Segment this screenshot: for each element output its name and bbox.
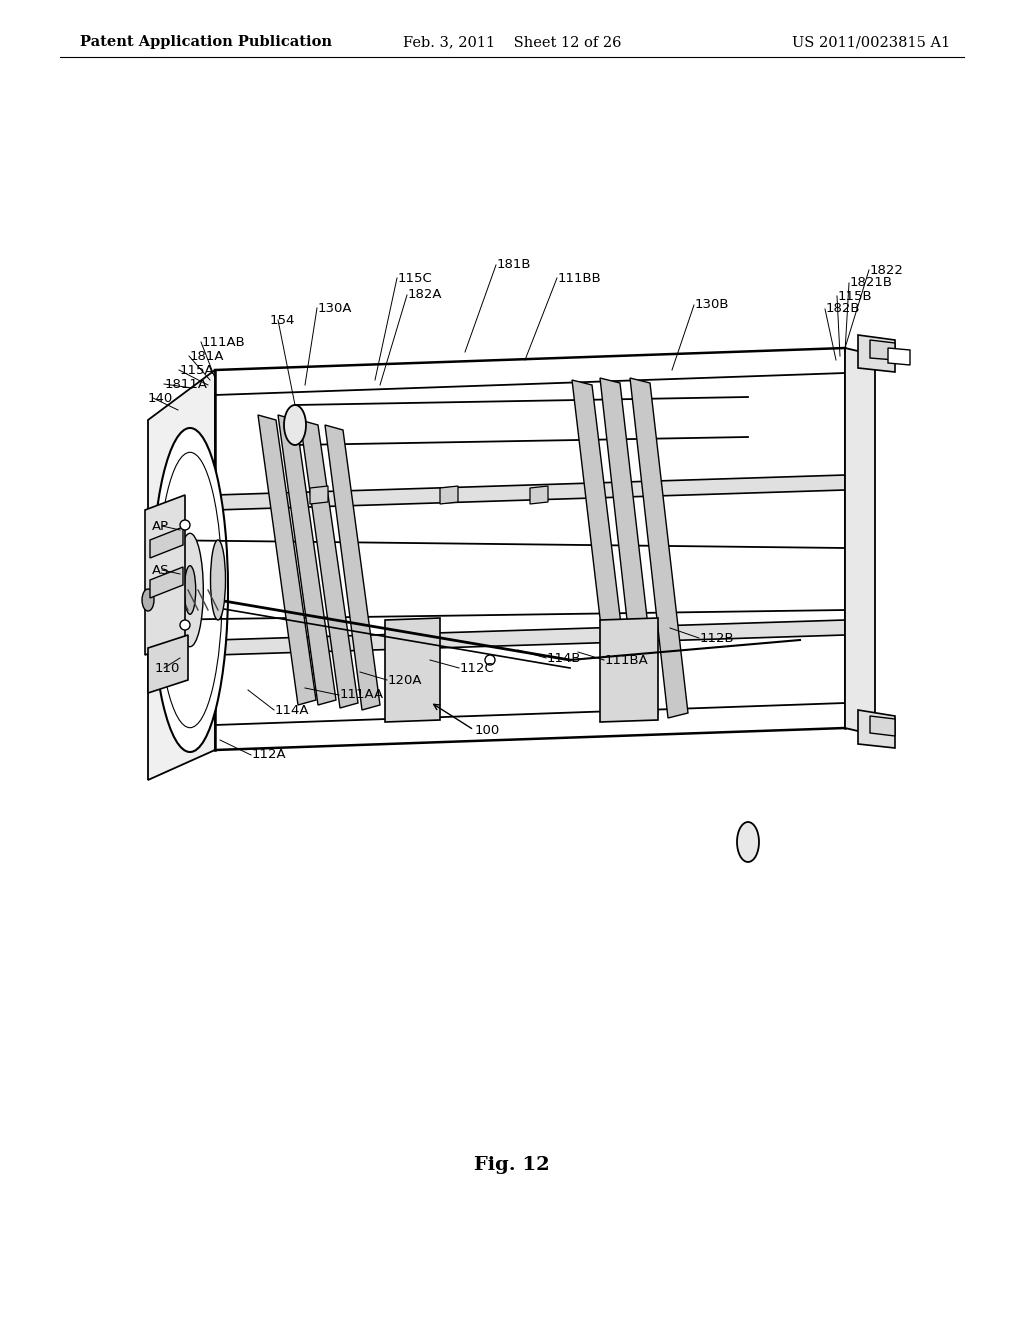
Polygon shape bbox=[258, 414, 316, 705]
Text: Feb. 3, 2011    Sheet 12 of 26: Feb. 3, 2011 Sheet 12 of 26 bbox=[402, 36, 622, 49]
Polygon shape bbox=[870, 715, 895, 737]
Text: 111AB: 111AB bbox=[202, 335, 246, 348]
Polygon shape bbox=[215, 475, 845, 510]
Text: 115C: 115C bbox=[398, 272, 433, 285]
Text: 120A: 120A bbox=[388, 673, 423, 686]
Text: 130A: 130A bbox=[318, 301, 352, 314]
Ellipse shape bbox=[177, 533, 204, 647]
Circle shape bbox=[485, 655, 495, 665]
Text: 114A: 114A bbox=[275, 704, 309, 717]
Text: 112A: 112A bbox=[252, 748, 287, 762]
Polygon shape bbox=[145, 495, 185, 655]
Polygon shape bbox=[888, 348, 910, 366]
Ellipse shape bbox=[211, 540, 225, 620]
Text: 130B: 130B bbox=[695, 298, 729, 312]
Polygon shape bbox=[278, 414, 336, 705]
Polygon shape bbox=[600, 378, 658, 718]
Polygon shape bbox=[858, 710, 895, 748]
Text: 115B: 115B bbox=[838, 289, 872, 302]
Text: 110: 110 bbox=[155, 661, 180, 675]
Text: 1821B: 1821B bbox=[850, 276, 893, 289]
Text: 181B: 181B bbox=[497, 259, 531, 272]
Ellipse shape bbox=[152, 428, 228, 752]
Text: 181A: 181A bbox=[190, 350, 224, 363]
Circle shape bbox=[180, 520, 190, 531]
Text: AP: AP bbox=[152, 520, 169, 532]
Text: 100: 100 bbox=[475, 723, 501, 737]
Circle shape bbox=[180, 620, 190, 630]
Polygon shape bbox=[300, 420, 358, 708]
Text: 154: 154 bbox=[270, 314, 295, 326]
Polygon shape bbox=[600, 618, 658, 722]
Text: 111BA: 111BA bbox=[605, 653, 649, 667]
Text: 111BB: 111BB bbox=[558, 272, 602, 285]
Polygon shape bbox=[845, 348, 874, 735]
Polygon shape bbox=[630, 378, 688, 718]
Text: Fig. 12: Fig. 12 bbox=[474, 1156, 550, 1173]
Text: 112B: 112B bbox=[700, 631, 734, 644]
Polygon shape bbox=[385, 618, 440, 722]
Polygon shape bbox=[530, 486, 548, 504]
Polygon shape bbox=[150, 527, 183, 558]
Text: 114B: 114B bbox=[547, 652, 582, 664]
Text: AS: AS bbox=[152, 564, 170, 577]
Polygon shape bbox=[870, 341, 895, 360]
Text: 1822: 1822 bbox=[870, 264, 904, 276]
Ellipse shape bbox=[737, 822, 759, 862]
Polygon shape bbox=[150, 568, 183, 598]
Polygon shape bbox=[440, 486, 458, 504]
Ellipse shape bbox=[142, 589, 154, 611]
Ellipse shape bbox=[284, 405, 306, 445]
Polygon shape bbox=[148, 370, 215, 780]
Text: 182B: 182B bbox=[826, 302, 860, 315]
Polygon shape bbox=[325, 425, 380, 710]
Ellipse shape bbox=[184, 566, 196, 614]
Text: 182A: 182A bbox=[408, 289, 442, 301]
Text: US 2011/0023815 A1: US 2011/0023815 A1 bbox=[792, 36, 950, 49]
Text: 1811A: 1811A bbox=[165, 378, 208, 391]
Polygon shape bbox=[572, 380, 632, 719]
Text: 115A: 115A bbox=[180, 363, 215, 376]
Text: 111AA: 111AA bbox=[340, 689, 384, 701]
Text: Patent Application Publication: Patent Application Publication bbox=[80, 36, 332, 49]
Polygon shape bbox=[215, 620, 845, 655]
Polygon shape bbox=[148, 635, 188, 693]
Text: 112C: 112C bbox=[460, 661, 495, 675]
Polygon shape bbox=[310, 486, 328, 504]
Polygon shape bbox=[858, 335, 895, 372]
Text: 140: 140 bbox=[148, 392, 173, 404]
